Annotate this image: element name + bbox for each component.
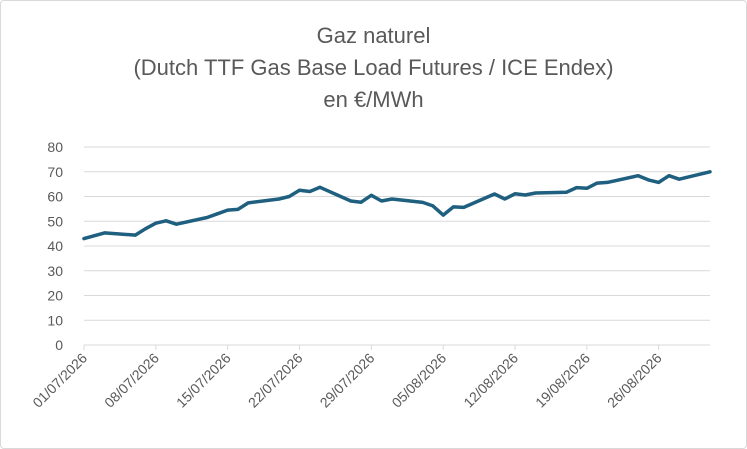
x-tick-label: 05/08/2026	[388, 350, 449, 411]
data-point	[287, 195, 291, 198]
x-tick-label: 19/08/2026	[532, 350, 593, 411]
data-point	[164, 219, 168, 223]
x-tick-label: 08/07/2026	[101, 350, 162, 411]
data-point	[605, 180, 609, 184]
data-point	[82, 237, 86, 241]
data-point	[451, 205, 455, 209]
data-point	[564, 190, 568, 194]
y-tick-label: 50	[47, 213, 63, 229]
data-point	[380, 199, 384, 203]
y-tick-label: 30	[47, 263, 63, 279]
data-point	[493, 192, 496, 196]
data-point	[708, 170, 712, 174]
y-axis-ticks: 0 10 20 30 40 50 60 70 80	[47, 139, 63, 353]
series-layer	[82, 170, 712, 241]
y-tick-label: 40	[47, 238, 63, 254]
data-point	[523, 193, 527, 197]
data-point	[390, 197, 394, 201]
data-point	[667, 174, 671, 178]
data-point	[318, 185, 322, 189]
gridlines	[84, 146, 710, 346]
data-point	[236, 207, 240, 211]
data-point	[154, 221, 158, 225]
data-point	[575, 186, 579, 190]
x-axis-ticks: 01/07/2026 08/07/2026 15/07/2026 22/07/2026…	[29, 345, 665, 411]
data-point	[595, 181, 599, 185]
y-tick-label: 20	[47, 288, 63, 304]
data-point	[513, 192, 517, 196]
data-point	[369, 193, 373, 197]
x-tick-label: 01/07/2026	[29, 350, 90, 411]
data-point	[215, 212, 219, 216]
data-point	[431, 204, 435, 208]
x-tick-label: 22/07/2026	[245, 350, 306, 411]
y-tick-label: 10	[47, 312, 63, 328]
data-point	[133, 233, 137, 237]
data-point	[308, 190, 312, 193]
chart-unit: en €/MWh	[323, 87, 424, 112]
data-point	[205, 216, 209, 219]
data-point	[246, 201, 250, 205]
data-point	[462, 205, 466, 209]
series-line-0	[82, 170, 712, 241]
chart-title: Gaz naturel	[316, 23, 431, 48]
data-point	[421, 200, 425, 204]
data-point	[298, 188, 301, 192]
x-tick-label: 29/07/2026	[317, 350, 378, 411]
data-point	[657, 180, 661, 184]
data-point	[349, 199, 353, 203]
data-point	[585, 186, 589, 190]
y-tick-label: 70	[47, 164, 63, 180]
chart-subtitle: (Dutch TTF Gas Base Load Futures / ICE E…	[133, 55, 614, 80]
data-point	[144, 227, 148, 231]
data-point	[277, 197, 281, 201]
data-point	[103, 231, 106, 235]
data-point	[174, 222, 178, 226]
data-point	[226, 208, 230, 212]
x-tick-label: 12/08/2026	[460, 350, 521, 411]
data-point	[441, 213, 445, 217]
data-point	[646, 178, 650, 182]
x-tick-label: 15/07/2026	[173, 350, 234, 411]
data-point	[503, 197, 507, 201]
data-point	[677, 177, 681, 181]
chart-title-block: Gaz naturel (Dutch TTF Gas Base Load Fut…	[0, 20, 747, 116]
x-tick-label: 26/08/2026	[604, 350, 665, 411]
data-point	[636, 174, 640, 178]
y-tick-label: 60	[47, 189, 63, 205]
y-tick-label: 0	[55, 337, 63, 353]
data-point	[534, 191, 537, 195]
y-tick-label: 80	[47, 139, 63, 155]
data-point	[359, 200, 363, 204]
